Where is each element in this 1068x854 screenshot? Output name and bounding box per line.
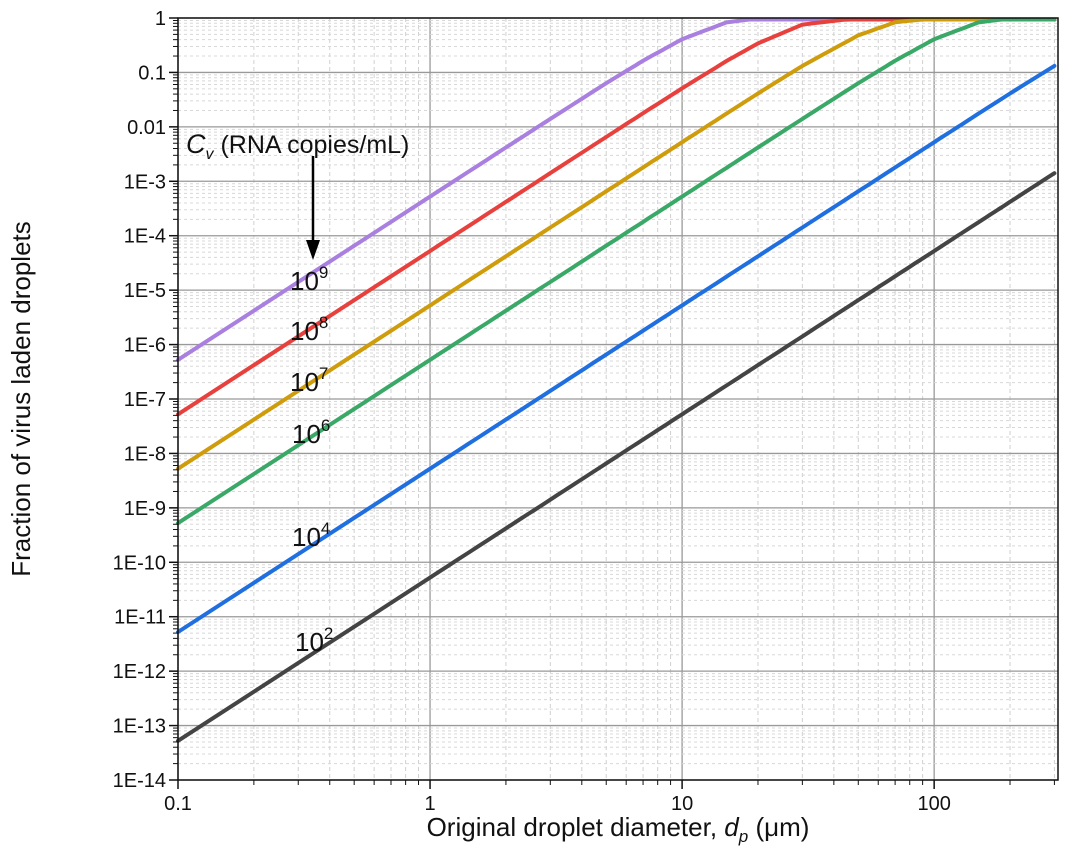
y-tick-label: 1E-11 (114, 607, 166, 629)
axis-ticks: 0.1 1 10 100 1 0.1 0.01 1E-3 1E-4 1E-5 1E-6 1E-7 1E-… (113, 8, 1055, 815)
x-tick-label: 1 (424, 793, 435, 815)
arrow (306, 156, 320, 260)
y-tick-label: 1E-5 (124, 280, 166, 302)
series-label-base: 10 (290, 266, 319, 296)
y-tick-label: 1E-7 (124, 389, 166, 411)
y-tick-label: 0.1 (138, 62, 166, 84)
series-label-exponent: 7 (319, 364, 328, 383)
y-tick-label: 1E-13 (113, 716, 166, 738)
series-label: 107 (290, 364, 328, 397)
y-tick-label: 1E-12 (113, 661, 166, 683)
series-lines (176, 17, 1057, 743)
series-label-exponent: 9 (319, 263, 328, 282)
annotation-sub: v (206, 146, 215, 163)
y-tick-label: 0.01 (127, 117, 166, 139)
series-label: 106 (292, 416, 330, 449)
y-tick-label: 1E-3 (124, 171, 166, 193)
series-line-10e4 (176, 63, 1057, 634)
x-tick-label: 10 (671, 793, 693, 815)
annotation-text: (RNA copies/mL) (214, 131, 410, 159)
series-label-base: 10 (295, 627, 324, 657)
annotation-symbol: C (186, 129, 206, 159)
x-axis-title: Original droplet diameter, dp (μm) (427, 812, 810, 846)
series-label-exponent: 2 (324, 624, 333, 643)
series-label-base: 10 (290, 316, 319, 346)
y-tick-label: 1E-4 (124, 226, 166, 248)
series-label: 108 (290, 313, 328, 346)
y-tick-label: 1E-9 (124, 498, 166, 520)
x-tick-label: 0.1 (164, 793, 192, 815)
series-label: 109 (290, 263, 328, 296)
series-line-10e2 (176, 171, 1057, 743)
series-line-10e7 (176, 17, 1057, 471)
series-label-exponent: 8 (319, 313, 328, 332)
y-tick-label: 1E-14 (113, 770, 166, 792)
y-axis-title: Fraction of virus laden droplets (6, 221, 36, 577)
series-label-base: 10 (292, 522, 321, 552)
series-label: 102 (295, 624, 333, 657)
series-label-exponent: 4 (321, 519, 330, 538)
annotation: Cv (RNA copies/mL) (186, 129, 409, 163)
series-label-base: 10 (290, 367, 319, 397)
series-line-10e6 (176, 17, 1057, 526)
y-tick-label: 1 (155, 8, 166, 30)
y-tick-label: 1E-10 (113, 552, 166, 574)
series-label-base: 10 (292, 419, 321, 449)
series-label: 104 (292, 519, 330, 552)
series-label-exponent: 6 (321, 416, 330, 435)
y-tick-label: 1E-6 (124, 335, 166, 357)
x-tick-label: 100 (917, 793, 950, 815)
y-tick-label: 1E-8 (124, 443, 166, 465)
